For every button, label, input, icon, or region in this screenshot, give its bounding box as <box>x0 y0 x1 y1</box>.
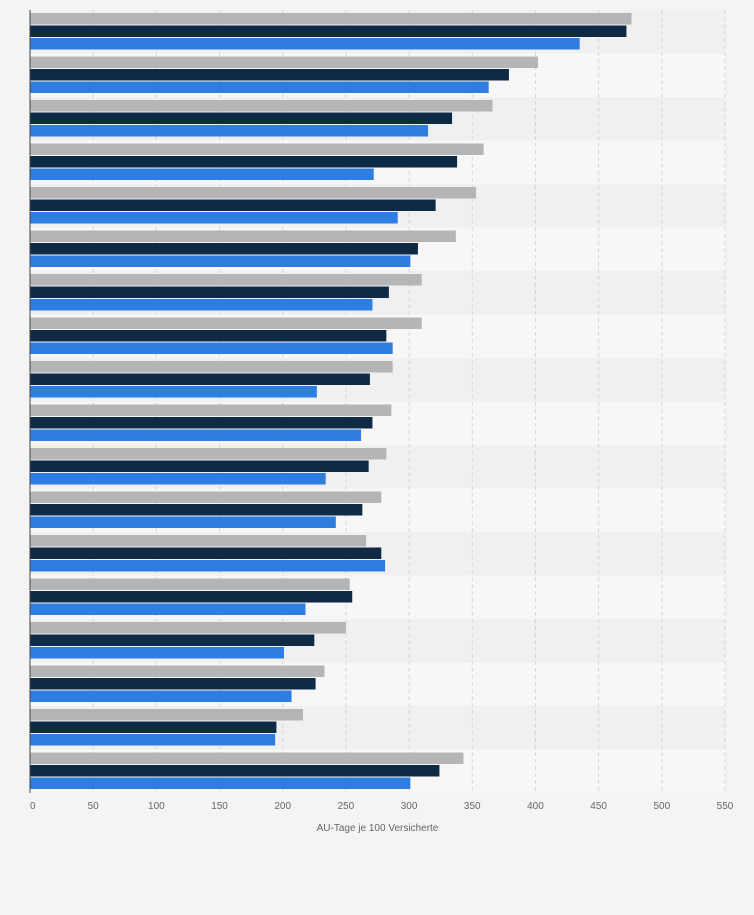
bar[interactable] <box>30 373 370 386</box>
bar[interactable] <box>30 603 306 616</box>
bar[interactable] <box>30 56 538 69</box>
bar[interactable] <box>30 286 389 299</box>
x-tick-label: 450 <box>590 801 607 812</box>
bar[interactable] <box>30 491 382 504</box>
bar[interactable] <box>30 255 411 268</box>
bar[interactable] <box>30 665 325 678</box>
bar[interactable] <box>30 143 484 156</box>
x-tick-label: 250 <box>338 801 355 812</box>
x-tick-label: 300 <box>401 801 418 812</box>
bar[interactable] <box>30 317 422 330</box>
x-axis-ticks: 0 50 100 150 200 250 300 350 400 450 500 550 <box>30 801 734 812</box>
x-tick-label: 50 <box>88 801 100 812</box>
bar[interactable] <box>30 622 346 634</box>
x-tick-label: 100 <box>148 801 165 812</box>
bar[interactable] <box>30 504 363 516</box>
bar[interactable] <box>30 125 429 137</box>
x-tick-label: 500 <box>653 801 670 812</box>
bar[interactable] <box>30 156 458 168</box>
bar[interactable] <box>30 230 456 243</box>
x-tick-label: 550 <box>717 801 734 812</box>
x-tick-label: 200 <box>274 801 291 812</box>
bar[interactable] <box>30 342 393 355</box>
bar[interactable] <box>30 404 392 417</box>
x-tick-label: 400 <box>527 801 544 812</box>
bar[interactable] <box>30 678 316 690</box>
bar[interactable] <box>30 516 336 529</box>
bar[interactable] <box>30 709 303 721</box>
bar[interactable] <box>30 361 393 373</box>
bar[interactable] <box>30 777 411 790</box>
bar[interactable] <box>30 199 436 212</box>
bar[interactable] <box>30 417 373 429</box>
bar[interactable] <box>30 448 387 460</box>
bar[interactable] <box>30 734 276 746</box>
bar[interactable] <box>30 330 387 342</box>
bars <box>30 13 632 790</box>
bar[interactable] <box>30 535 367 547</box>
bar[interactable] <box>30 765 440 777</box>
bar[interactable] <box>30 690 292 703</box>
bar[interactable] <box>30 386 317 398</box>
bar[interactable] <box>30 460 369 473</box>
bar[interactable] <box>30 81 489 94</box>
bar[interactable] <box>30 560 386 572</box>
x-tick-label: 350 <box>464 801 481 812</box>
bar[interactable] <box>30 752 464 765</box>
bar[interactable] <box>30 578 350 591</box>
gridlines <box>92 10 726 793</box>
bar[interactable] <box>30 473 326 485</box>
bar[interactable] <box>30 721 277 734</box>
bar[interactable] <box>30 187 477 199</box>
x-axis-title: AU-Tage je 100 Versicherte <box>317 823 439 834</box>
bar[interactable] <box>30 69 509 81</box>
bar[interactable] <box>30 25 627 38</box>
bar[interactable] <box>30 243 418 255</box>
x-tick-label: 0 <box>30 801 36 812</box>
bar[interactable] <box>30 38 580 50</box>
bar[interactable] <box>30 429 362 442</box>
bar[interactable] <box>30 634 315 647</box>
bar[interactable] <box>30 112 453 125</box>
bar[interactable] <box>30 212 398 224</box>
bar[interactable] <box>30 168 374 181</box>
bar[interactable] <box>30 299 373 311</box>
bar[interactable] <box>30 547 382 560</box>
bar[interactable] <box>30 100 493 112</box>
bar[interactable] <box>30 647 284 659</box>
x-tick-label: 150 <box>211 801 228 812</box>
bar[interactable] <box>30 13 632 25</box>
bar[interactable] <box>30 591 353 603</box>
bar[interactable] <box>30 274 422 286</box>
